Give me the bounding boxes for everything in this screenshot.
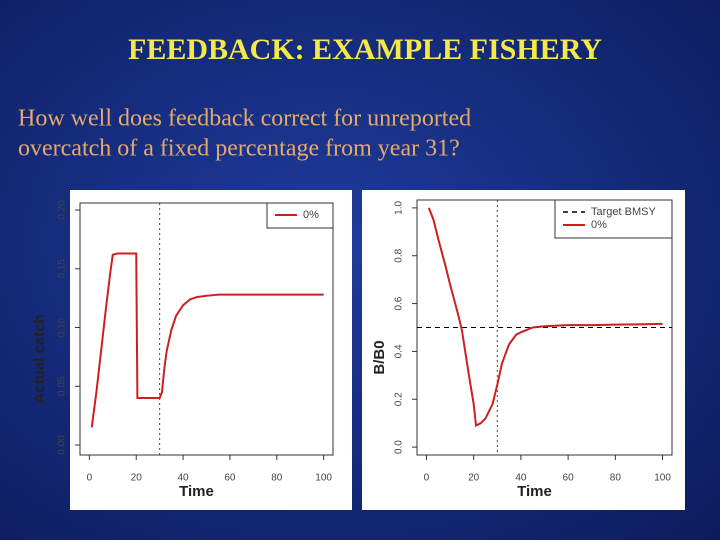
x-tick-label: 100: [315, 473, 332, 484]
legend-label: 0%: [303, 209, 319, 221]
y-tick-label: 0.20: [57, 200, 68, 220]
x-tick-label: 80: [610, 473, 622, 484]
x-axis-title: Time: [517, 483, 552, 500]
slide-title: FEEDBACK: EXAMPLE FISHERY: [128, 33, 602, 66]
x-tick-label: 20: [468, 473, 480, 484]
x-tick-label: 40: [178, 473, 190, 484]
y-tick-label: 0.00: [57, 435, 68, 455]
x-tick-label: 60: [563, 473, 575, 484]
y-tick-label: 0.0: [394, 440, 405, 454]
subtitle-line: overcatch of a fixed percentage from yea…: [18, 136, 460, 162]
x-tick-label: 100: [654, 473, 671, 484]
x-tick-label: 80: [271, 473, 283, 484]
chart-panel: [362, 190, 685, 510]
legend-label: Target BMSY: [591, 206, 656, 218]
x-tick-label: 20: [131, 473, 143, 484]
y-tick-label: 0.6: [394, 296, 405, 310]
x-axis-title: Time: [179, 483, 214, 500]
y-tick-label: 0.8: [394, 248, 405, 262]
y-tick-label: 1.0: [394, 201, 405, 215]
x-tick-label: 60: [224, 473, 236, 484]
y-axis-title: B/B0: [371, 340, 388, 374]
series-line: [427, 207, 663, 428]
y-tick-label: 0.4: [394, 344, 405, 358]
x-tick-label: 0: [424, 473, 430, 484]
subtitle-line: How well does feedback correct for unrep…: [18, 106, 471, 132]
y-axis-title: Actual catch: [31, 314, 48, 403]
series-line: [90, 252, 324, 428]
x-tick-label: 40: [515, 473, 527, 484]
y-tick-label: 0.2: [394, 392, 405, 406]
chart-panel: [70, 190, 352, 510]
legend-box: [554, 199, 673, 239]
y-tick-label: 0.10: [57, 317, 68, 337]
y-tick-label: 0.15: [57, 259, 68, 279]
plot-frame: [79, 202, 334, 456]
y-tick-label: 0.05: [57, 376, 68, 396]
x-tick-label: 0: [87, 473, 93, 484]
legend-label: 0%: [591, 219, 607, 231]
